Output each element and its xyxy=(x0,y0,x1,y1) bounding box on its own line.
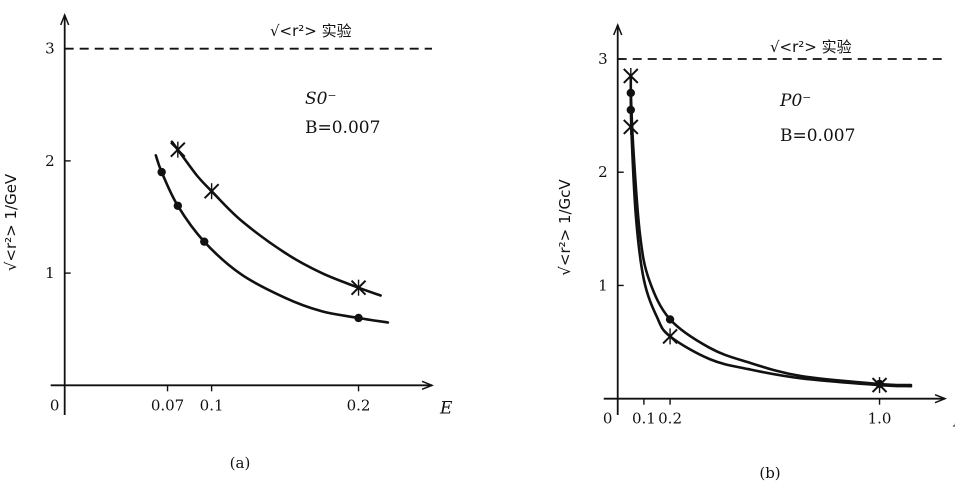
b-parameter-annotation: B=0.007 xyxy=(305,118,380,138)
panel-label: (a) xyxy=(230,454,251,472)
reference-label: √<r²> 实验 xyxy=(770,38,852,56)
y-tick-label: 1 xyxy=(598,276,608,294)
data-point-dot xyxy=(626,105,636,115)
data-point-dot xyxy=(173,201,183,210)
data-point-dot xyxy=(200,237,209,246)
data-point-dot xyxy=(354,313,363,323)
data-point-dot xyxy=(665,315,675,324)
x-tick-label: 0.1 xyxy=(200,396,224,414)
series-curve-dot xyxy=(154,154,390,324)
state-annotation: P0⁻ xyxy=(779,91,811,111)
data-point-cross xyxy=(350,279,367,296)
x-tick-label: 1.0 xyxy=(868,410,892,428)
y-tick-label: 2 xyxy=(45,152,55,170)
data-point-cross xyxy=(623,67,639,84)
y-tick-label: 2 xyxy=(598,163,608,181)
series-curve-cross xyxy=(170,140,382,297)
series-curve-dot xyxy=(629,91,913,387)
data-point-cross xyxy=(662,328,678,345)
y-axis-label: √<r²> 1/GcV xyxy=(556,179,574,276)
x-tick-label: 0 xyxy=(603,410,613,428)
data-point-cross xyxy=(170,141,186,158)
data-point-dot xyxy=(157,167,166,177)
y-axis-arrow xyxy=(613,22,623,36)
x-tick-label: 0.2 xyxy=(658,410,682,428)
x-tick-label: 0.07 xyxy=(151,396,184,414)
x-axis-arrow xyxy=(934,393,948,404)
reference-label: √<r²> 实验 xyxy=(270,22,352,40)
data-point-dot xyxy=(626,88,636,98)
y-axis-label: √<r²> 1/GeV xyxy=(2,173,20,271)
y-axis-arrow xyxy=(59,12,70,26)
state-annotation: S0⁻ xyxy=(305,89,336,109)
data-point-cross xyxy=(203,183,220,200)
chart-panel-a: √<r²> 实验 0 0.07 0.1 0.2 1 2 3 E √<r²> 1/GeV S0⁻ B=0… xyxy=(2,12,453,472)
x-tick-label: 0.2 xyxy=(347,396,371,414)
x-tick-label: 0 xyxy=(50,396,60,414)
y-tick-label: 1 xyxy=(45,264,55,282)
b-parameter-annotation: B=0.007 xyxy=(780,126,855,146)
x-axis-arrow xyxy=(421,380,435,391)
x-tick-label: 0.1 xyxy=(632,410,656,428)
y-tick-label: 3 xyxy=(45,40,55,58)
panel-label: (b) xyxy=(759,464,780,482)
x-axis-label: E xyxy=(439,398,453,418)
x-axis-label: E xyxy=(952,412,955,432)
data-point-dot xyxy=(875,379,884,389)
chart-panel-b: √<r²> 实验 0 0.10.2 1.0 1 2 3 E √<r²> 1/GcV P0⁻ B=0.… xyxy=(556,22,955,482)
y-tick-label: 3 xyxy=(598,50,608,68)
